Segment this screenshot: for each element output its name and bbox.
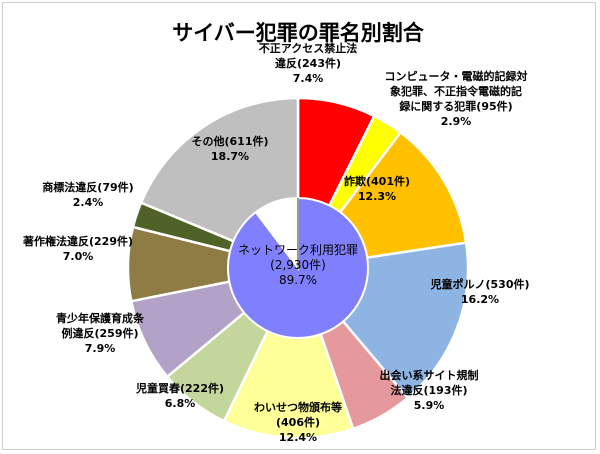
outer-slice-label-7: 青少年保護育成条例違反(259件) 7.9% xyxy=(56,311,145,355)
outer-slice-label-4: 出会い系サイト規制法違反(193件) 5.9% xyxy=(380,368,479,412)
outer-slice-label-0: 不正アクセス禁止法違反(243件) 7.4% xyxy=(259,41,357,85)
outer-slice-label-8: 著作権法違反(229件) 7.0% xyxy=(23,234,133,263)
outer-slice-5 xyxy=(222,264,355,440)
outer-slice-label-10: その他(611件) 18.7% xyxy=(191,134,268,163)
outer-slice-label-3: 児童ポルノ(530件) 16.2% xyxy=(429,277,529,306)
outer-slice-label-9: 商標法違反(79件) 2.4% xyxy=(42,180,133,209)
outer-slice-label-1: コンピュータ・電磁的記録対象犯罪、不正指令電磁的記録に関する犯罪(95件) 2.9… xyxy=(385,69,528,128)
outer-slice-label-5: わいせつ物頒布等(406件) 12.4% xyxy=(254,400,342,444)
outer-slice-label-2: 詐欺(401件) 12.3% xyxy=(344,174,410,203)
inner-slice-label-0: ネットワーク利用犯罪(2,930件) 89.7% xyxy=(238,243,358,287)
outer-slice-label-6: 児童買春(222件) 6.8% xyxy=(135,381,224,410)
chart-title: サイバー犯罪の罪名別割合 xyxy=(172,21,425,45)
inner-pie xyxy=(227,196,369,339)
slice-labels: 不正アクセス禁止法違反(243件) 7.4% コンピュータ・電磁的記録対象犯罪、不正… xyxy=(23,41,530,444)
